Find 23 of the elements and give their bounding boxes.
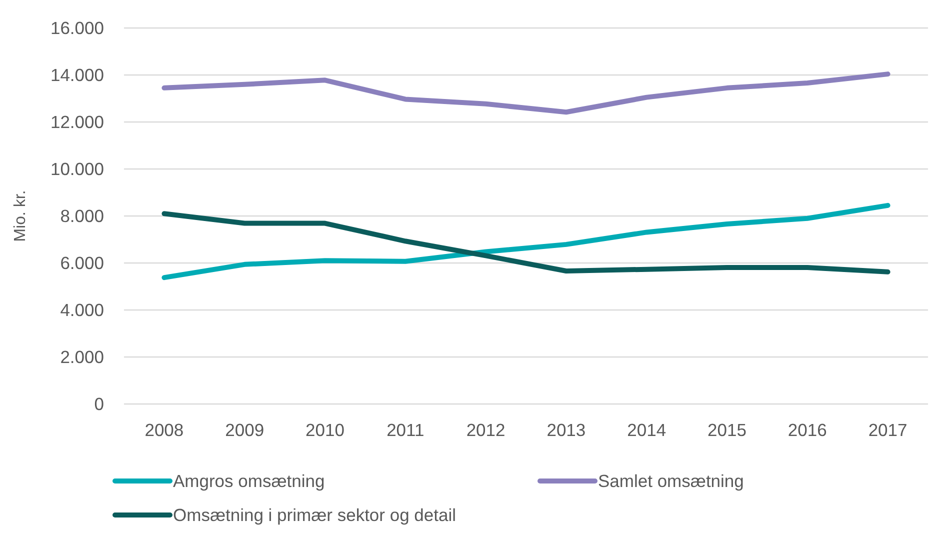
x-tick-label: 2009 bbox=[225, 420, 264, 440]
x-tick-label: 2010 bbox=[306, 420, 345, 440]
x-tick-label: 2008 bbox=[144, 420, 184, 440]
legend-label: Samlet omsætning bbox=[598, 471, 744, 492]
y-tick-label: 0 bbox=[94, 394, 104, 414]
y-tick-label: 4.000 bbox=[60, 300, 104, 320]
x-tick-label: 2011 bbox=[386, 420, 424, 440]
legend-label: Omsætning i primær sektor og detail bbox=[173, 505, 456, 526]
x-tick-label: 2015 bbox=[708, 420, 746, 440]
legend-label: Amgros omsætning bbox=[173, 471, 325, 492]
y-tick-label: 6.000 bbox=[60, 253, 104, 274]
x-tick-label: 2016 bbox=[788, 420, 827, 440]
x-tick-label: 2012 bbox=[466, 420, 506, 440]
y-tick-label: 16.000 bbox=[50, 18, 104, 38]
y-tick-label: 14.000 bbox=[50, 65, 104, 86]
y-tick-label: 2.000 bbox=[60, 347, 104, 368]
y-tick-label: 12.000 bbox=[50, 112, 104, 132]
y-tick-label: 8.000 bbox=[60, 206, 104, 226]
x-tick-label: 2017 bbox=[868, 420, 908, 440]
y-tick-label: 10.000 bbox=[50, 159, 104, 180]
y-axis-title: Mio. kr. bbox=[12, 190, 29, 242]
x-tick-label: 2013 bbox=[546, 420, 586, 440]
x-tick-label: 2014 bbox=[627, 420, 666, 440]
